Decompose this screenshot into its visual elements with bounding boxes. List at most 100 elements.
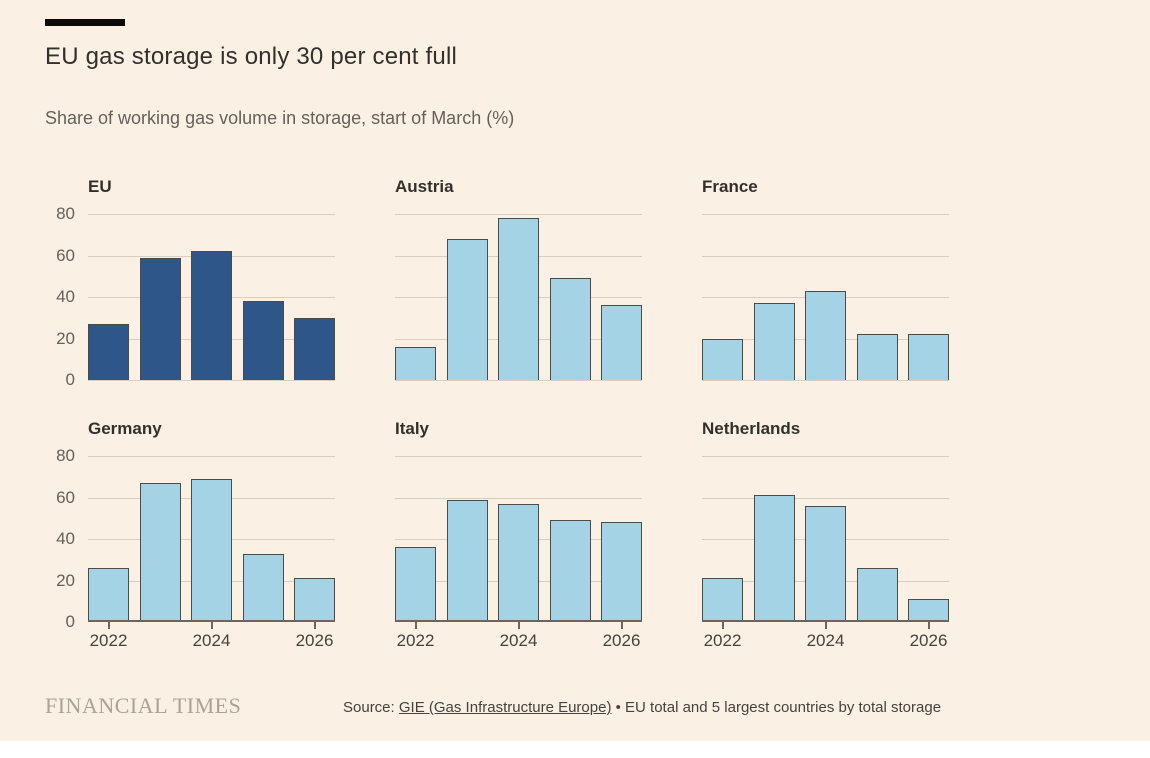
y-axis-label: 20	[56, 570, 75, 590]
source-suffix: • EU total and 5 largest countries by to…	[611, 699, 942, 716]
bar-germany-2026	[294, 578, 335, 622]
bar-italy-2024	[498, 503, 539, 622]
x-axis-line	[395, 620, 642, 622]
y-axis-label: 20	[56, 328, 75, 348]
chart-panel-title: Netherlands	[702, 419, 801, 438]
bar-netherlands-2022	[702, 578, 743, 622]
y-axis-labels: 80 60 40 20 0	[45, 205, 88, 389]
bar-eu-2024	[191, 251, 232, 380]
source-prefix: Source:	[343, 699, 399, 716]
bar-italy-2023	[446, 499, 488, 622]
y-axis-label: 40	[56, 287, 75, 306]
source-link[interactable]: GIE (Gas Infrastructure Europe)	[398, 699, 612, 716]
bar-germany-2023	[139, 482, 181, 622]
bar-france-2025	[856, 334, 898, 380]
bar-germany-2022	[88, 568, 129, 622]
y-axis-label: 0	[65, 370, 75, 389]
x-axis-label: 2024	[806, 631, 845, 650]
bar-eu-2025	[242, 301, 284, 380]
gridline	[88, 214, 335, 215]
y-axis-label: 0	[65, 612, 75, 631]
chart-panel-netherlands: Netherlands 2022 2024 2026	[659, 419, 949, 654]
bar-germany-2025	[242, 553, 284, 622]
bar-eu-2026	[294, 317, 335, 380]
bars-group	[702, 214, 949, 380]
charts-grid: EU 80 60 40 20 0 Austria France Germany 80 60 40 20 0…	[45, 177, 949, 654]
gridline	[88, 380, 335, 381]
bar-austria-2024	[498, 218, 539, 380]
chart-panel-title: France	[702, 177, 758, 196]
y-axis-label: 40	[56, 529, 75, 548]
gridline	[702, 214, 949, 215]
x-axis-label: 2022	[703, 631, 742, 650]
bar-france-2024	[805, 290, 846, 380]
y-axis-label: 80	[56, 446, 75, 465]
x-axis-tick	[210, 622, 213, 629]
plot-area	[395, 456, 642, 622]
x-axis-tick	[927, 622, 930, 629]
x-axis-label: 2024	[192, 631, 231, 650]
bar-italy-2025	[549, 520, 591, 622]
plot-row: 80 60 40 20 0	[45, 205, 335, 389]
bar-netherlands-2026	[908, 599, 949, 622]
plot-area	[702, 214, 949, 381]
y-axis-labels	[352, 214, 395, 380]
bar-austria-2022	[395, 346, 436, 380]
bars-group	[88, 214, 335, 380]
bar-france-2026	[908, 334, 949, 380]
y-axis-labels: 80 60 40 20 0	[45, 447, 88, 631]
source-line: Source: GIE (Gas Infrastructure Europe) …	[343, 699, 941, 716]
x-axis-tick	[107, 622, 110, 629]
bar-netherlands-2023	[753, 495, 795, 622]
plot-row: 80 60 40 20 0	[45, 447, 335, 631]
plot-row	[659, 214, 949, 381]
gridline	[395, 214, 642, 215]
x-axis-tick	[824, 622, 827, 629]
gridline	[702, 380, 949, 381]
chart-panel-eu: EU 80 60 40 20 0	[45, 177, 335, 389]
y-axis-labels	[352, 456, 395, 622]
bar-france-2023	[753, 303, 795, 380]
gridline	[395, 380, 642, 381]
x-axis-line	[702, 620, 949, 622]
bar-austria-2026	[601, 305, 642, 380]
gridline	[88, 456, 335, 457]
bar-netherlands-2024	[805, 505, 846, 622]
bars-group	[88, 456, 335, 622]
bar-netherlands-2025	[856, 568, 898, 622]
chart-panel-title: Germany	[88, 419, 162, 438]
x-axis-tick	[313, 622, 316, 629]
gridline	[702, 456, 949, 457]
bars-group	[395, 456, 642, 622]
bars-group	[702, 456, 949, 622]
x-axis-row: 2022 2024 2026	[395, 622, 642, 654]
gridline	[702, 255, 949, 257]
x-axis-label: 2024	[499, 631, 538, 650]
chart-panel-title: Austria	[395, 177, 454, 196]
page-title: EU gas storage is only 30 per cent full	[45, 43, 458, 70]
plot-area	[395, 214, 642, 381]
page-subtitle: Share of working gas volume in storage, …	[45, 108, 515, 128]
bar-italy-2022	[395, 547, 436, 622]
y-axis-label: 60	[56, 245, 75, 265]
chart-panel-italy: Italy 2022 2024 2026	[352, 419, 642, 654]
plot-row	[352, 456, 642, 622]
plot-area	[702, 456, 949, 622]
chart-panel-title: Italy	[395, 419, 430, 438]
bar-eu-2023	[139, 257, 181, 380]
y-axis-label: 60	[56, 487, 75, 507]
plot-row	[659, 456, 949, 622]
gridline	[395, 456, 642, 457]
bottom-white-strip	[0, 741, 1150, 758]
x-axis-tick	[620, 622, 623, 629]
x-axis-label: 2026	[909, 631, 948, 650]
x-axis-line	[88, 620, 335, 622]
gridline	[702, 497, 949, 499]
bars-group	[395, 214, 642, 380]
x-axis-label: 2022	[396, 631, 435, 650]
x-axis-label: 2026	[295, 631, 334, 650]
x-axis-tick	[721, 622, 724, 629]
x-axis-tick	[414, 622, 417, 629]
x-axis-row: 2022 2024 2026	[702, 622, 949, 654]
chart-panel-germany: Germany 80 60 40 20 0 2022 2024 2026	[45, 419, 335, 654]
